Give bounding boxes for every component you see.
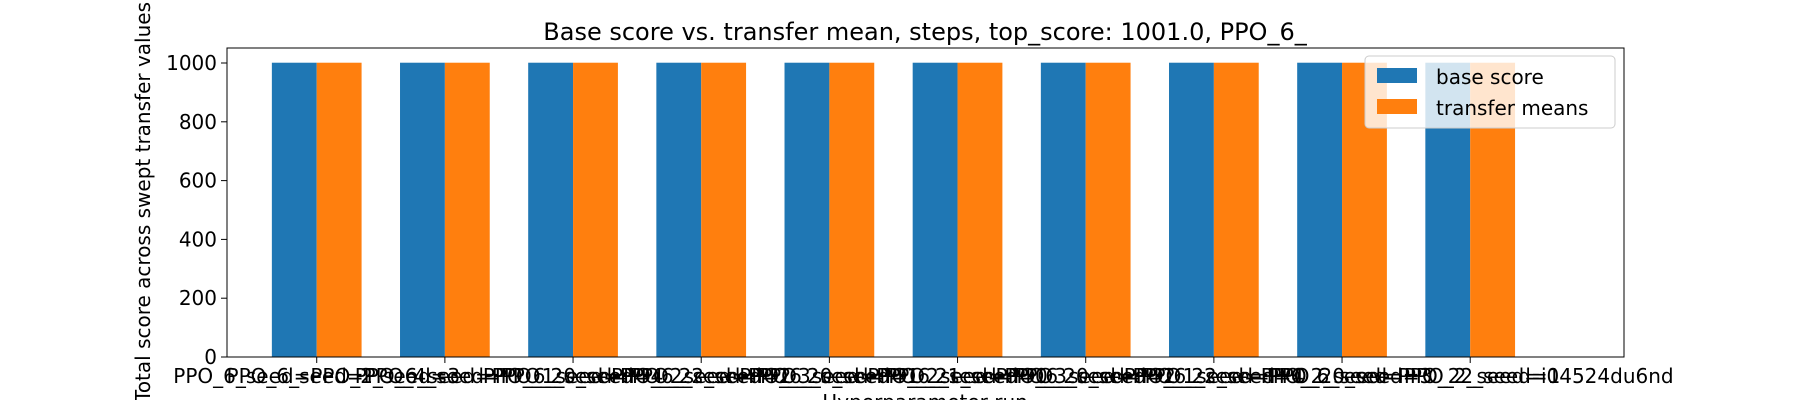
- y-tick-label: 0: [204, 345, 217, 369]
- bar-base-score-5: [912, 62, 958, 358]
- bar-base-score-4: [784, 62, 830, 358]
- legend-box: [1364, 55, 1616, 129]
- legend-swatch-transfer-means: [1377, 99, 1417, 114]
- x-tick-label: PPO_6_seed=PPO_2_seed=PPO_20_seed=2: [739, 364, 1176, 388]
- bar-base-score-0: [271, 62, 317, 358]
- bar-base-score-6: [1040, 62, 1086, 358]
- plot-frame: [226, 47, 1625, 358]
- bar-base-score-1: [400, 62, 445, 358]
- bar-base-score-2: [528, 62, 574, 358]
- bar-transfer-means-7: [1213, 62, 1259, 358]
- bar-transfer-means-6: [1085, 62, 1131, 358]
- bar-transfer-means-1: [444, 62, 490, 358]
- y-tick-label: 800: [179, 110, 217, 134]
- x-tick-label: PPO_6_seed=PPO_2_seed=PPO_22_seed=1: [1124, 364, 1561, 388]
- y-tick-label: 1000: [166, 51, 217, 75]
- bar-base-score-7: [1169, 62, 1214, 358]
- y-tick-label: 600: [179, 169, 217, 193]
- bar-base-score-8: [1297, 62, 1343, 358]
- x-tick-label: PPO_6_seed=PPO_1_seed=PPO_22_seed=2: [355, 364, 792, 388]
- y-tick-label: 200: [179, 286, 217, 310]
- y-axis-label: Total score across swept transfer values: [131, 2, 155, 400]
- x-tick-label: PPO_6_seed=PPO_1_seed=PPO_20_seed=3: [996, 364, 1433, 388]
- x-tick-label: PPO_6_seed=PPO_2_seed=3: [173, 364, 460, 388]
- x-tick-label: PPO_6_seed=PPO_3_seed=PPO_21_seed=0: [611, 364, 1048, 388]
- legend-swatch-base-score: [1377, 68, 1417, 83]
- bar-transfer-means-4: [829, 62, 875, 358]
- y-axis: 0 200 400 600 800 1000: [166, 51, 227, 369]
- legend: base score transfer means: [1364, 55, 1616, 129]
- x-axis: PPO_6_seed=PPO_2_seed=3PPO_6_seed=PPO_4_…: [173, 357, 1674, 388]
- x-axis-label: Hyperparameter run: [822, 390, 1028, 400]
- bar-transfer-means-5: [957, 62, 1003, 358]
- x-tick-label: PPO_6_seed=PPO_2_seed=i04524du6nd: [1267, 364, 1674, 388]
- bar-transfer-means-2: [573, 62, 618, 358]
- x-tick-label: PPO_6_seed=PPO_4_seed=PPO_20_seed=4: [227, 364, 664, 388]
- bar-transfer-means-0: [316, 62, 362, 358]
- x-tick-label: PPO_6_seed=PPO_2_seed=PPO_20_seed=1: [483, 364, 920, 388]
- bar-base-score-3: [656, 62, 702, 358]
- legend-label-base-score: base score: [1436, 65, 1544, 89]
- bar-transfer-means-3: [701, 62, 747, 358]
- x-tick-label: PPO_6_seed=PPO_3_seed=PPO_22_seed=4: [867, 364, 1304, 388]
- legend-label-transfer-means: transfer means: [1436, 96, 1588, 120]
- chart-title: Base score vs. transfer mean, steps, top…: [543, 18, 1307, 46]
- y-tick-label: 400: [179, 227, 217, 251]
